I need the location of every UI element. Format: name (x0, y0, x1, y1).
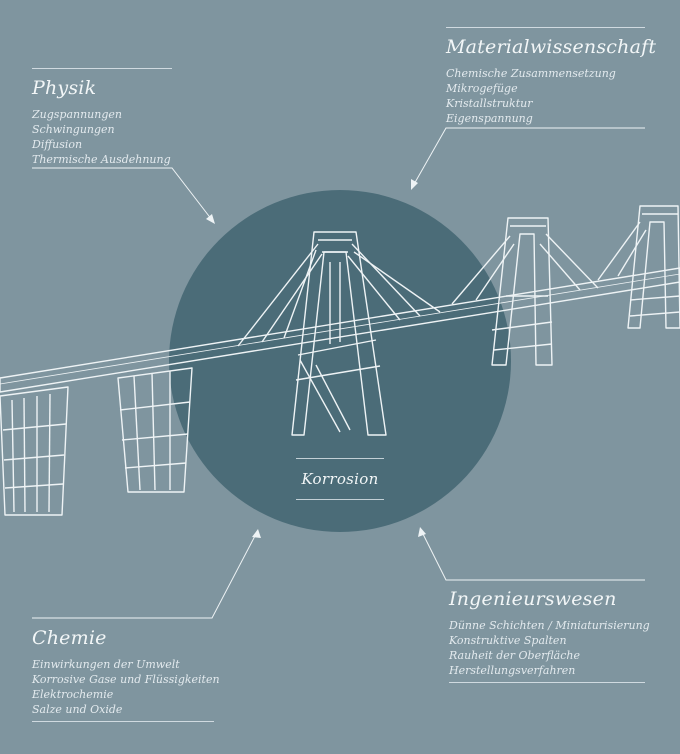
material-list: Chemische Zusammensetzung Mikrogefüge Kr… (446, 66, 656, 126)
arrow-material-icon (411, 179, 418, 190)
material-item: Kristallstruktur (446, 97, 533, 110)
korrosion-circle (169, 190, 511, 532)
physik-top-rule (32, 68, 172, 69)
material-item: Chemische Zusammensetzung (446, 67, 616, 80)
ingenieur-bottom-rule (449, 682, 645, 683)
physik-title: Physik (32, 77, 97, 99)
chemie-item: Salze und Oxide (32, 703, 123, 716)
pier-second (117, 367, 193, 493)
chemie-block: Chemie Einwirkungen der Umwelt Korrosive… (32, 627, 220, 717)
material-top-rule (446, 27, 645, 28)
bridge-deck (0, 267, 680, 393)
material-item: Eigenspannung (446, 112, 533, 125)
physik-item: Zugspannungen (32, 108, 122, 121)
ingenieur-item: Rauheit der Oberfläche (449, 649, 580, 662)
chemie-list: Einwirkungen der Umwelt Korrosive Gase u… (32, 657, 220, 717)
pointer-physik (32, 167, 213, 221)
arrow-chemie-icon (252, 529, 261, 538)
korrosion-label-box: Korrosion (296, 458, 384, 500)
physik-item: Diffusion (32, 138, 83, 151)
arrow-ingenieur-icon (418, 527, 426, 537)
chemie-item: Elektrochemie (32, 688, 114, 701)
pointer-chemie (32, 533, 257, 619)
material-block: Materialwissenschaft Chemische Zusammens… (446, 36, 656, 126)
ingenieur-title: Ingenieurswesen (449, 588, 617, 610)
pointer-material (412, 127, 645, 187)
tower-second (451, 217, 599, 366)
ingenieur-item: Dünne Schichten / Miniaturisierung (449, 619, 650, 632)
chemie-item: Einwirkungen der Umwelt (32, 658, 180, 671)
material-item: Mikrogefüge (446, 82, 518, 95)
chemie-title: Chemie (32, 627, 107, 649)
physik-item: Thermische Ausdehnung (32, 153, 171, 166)
pointer-ingenieur (421, 531, 645, 581)
pier-left (0, 386, 69, 516)
ingenieur-item: Herstellungsverfahren (449, 664, 576, 677)
ingenieur-list: Dünne Schichten / Miniaturisierung Konst… (449, 618, 650, 678)
material-title: Materialwissenschaft (446, 36, 657, 58)
chemie-bottom-rule (32, 721, 214, 722)
ingenieur-block: Ingenieurswesen Dünne Schichten / Miniat… (449, 588, 650, 678)
arrow-physik-icon (206, 214, 215, 224)
ingenieur-item: Konstruktive Spalten (449, 634, 567, 647)
physik-list: Zugspannungen Schwingungen Diffusion The… (32, 107, 171, 167)
tower-third (597, 205, 680, 329)
center-label: Korrosion (301, 470, 379, 488)
physik-block: Physik Zugspannungen Schwingungen Diffus… (32, 77, 171, 167)
chemie-item: Korrosive Gase und Flüssigkeiten (32, 673, 220, 686)
tower-main (237, 231, 441, 436)
physik-item: Schwingungen (32, 123, 115, 136)
